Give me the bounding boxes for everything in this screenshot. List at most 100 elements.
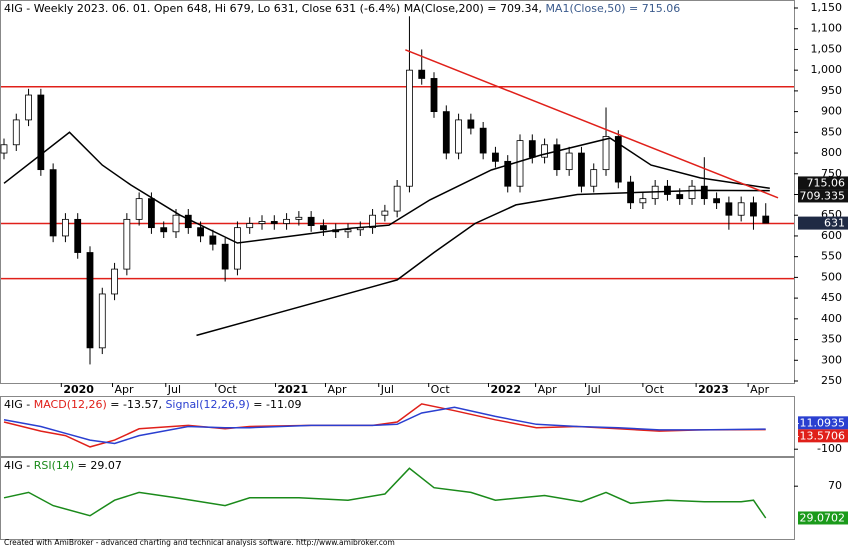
y-tick-label: 500	[821, 270, 842, 283]
candle-body	[553, 144, 561, 171]
y-tick-label: 600	[821, 229, 842, 242]
title-part: = -11.09	[250, 398, 302, 411]
candle-body	[74, 218, 82, 253]
candle-body	[234, 227, 241, 270]
candle-body	[369, 214, 376, 229]
y-tick-label: 400	[821, 312, 842, 325]
y-tick-label: 1,150	[811, 1, 843, 14]
candle-body	[221, 243, 229, 270]
candle-body	[565, 152, 573, 171]
series-line	[196, 189, 770, 337]
title-part: = 29.07	[74, 459, 122, 472]
candle-body	[676, 194, 684, 200]
y-tick-label: 450	[821, 291, 842, 304]
candle-body	[197, 227, 204, 237]
candle-body	[270, 221, 278, 224]
x-tick-label: Apr	[327, 383, 347, 396]
value-box-label: 715.06	[807, 176, 846, 189]
x-tick-label: Oct	[218, 383, 238, 396]
y-tick-label: 550	[821, 250, 842, 263]
title-part: MA(Close,200) = 709.34,	[404, 2, 546, 15]
candle-body	[737, 202, 745, 216]
candle-body	[614, 136, 622, 183]
candle-body	[172, 214, 180, 233]
value-box	[798, 216, 848, 230]
x-tick-label: Apr	[750, 383, 770, 396]
candle-body	[492, 152, 499, 162]
value-box-label: -11.0935	[796, 416, 845, 429]
candle-body	[209, 235, 217, 245]
y-tick-label: 300	[821, 353, 842, 366]
candle-body	[688, 185, 696, 200]
title-part: 4IG -	[4, 398, 34, 411]
series-line	[3, 467, 767, 519]
candle-body	[504, 160, 512, 187]
y-tick-label: 1,000	[811, 63, 843, 76]
footer: Created with AmiBroker - advanced charti…	[4, 538, 395, 547]
candle-body	[713, 198, 720, 204]
title-part: 4IG - Weekly 2023. 06. 01. Open 648, Hi …	[4, 2, 404, 15]
x-tick-label: Apr	[538, 383, 558, 396]
x-tick-label: Jul	[587, 383, 601, 396]
y-tick-label: 800	[821, 146, 842, 159]
y-tick-label: 250	[821, 374, 842, 387]
x-tick-label: 2020	[63, 383, 94, 396]
candle-body	[578, 152, 585, 187]
candle-body	[418, 69, 426, 79]
x-tick-label: Oct	[645, 383, 665, 396]
value-box	[798, 429, 848, 443]
candle-body	[664, 185, 671, 195]
candle-body	[406, 69, 413, 187]
rsi-panel	[0, 457, 795, 540]
title-part: 4IG -	[4, 459, 34, 472]
candle-body	[541, 144, 548, 158]
candle-body	[295, 216, 303, 220]
candle-body	[86, 252, 94, 349]
candle-body	[135, 198, 143, 220]
candle-body	[111, 268, 118, 295]
candle-body	[479, 127, 487, 154]
candle-body	[442, 111, 450, 154]
trend-line	[405, 49, 779, 199]
series-line	[3, 406, 766, 445]
candle-body	[12, 119, 20, 146]
price-title: 4IG - Weekly 2023. 06. 01. Open 648, Hi …	[4, 2, 680, 15]
value-box	[798, 176, 848, 190]
x-tick-label: Jul	[167, 383, 181, 396]
candle-body	[283, 218, 290, 224]
value-box-label: 29.0702	[800, 511, 846, 524]
candle-body	[725, 202, 733, 216]
candle-body	[393, 185, 401, 212]
candle-body	[246, 223, 254, 229]
y-tick-label: 850	[821, 125, 842, 138]
y-tick-label: 350	[821, 333, 842, 346]
candle-body	[98, 293, 106, 349]
candle-body	[184, 214, 192, 229]
title-part: = -13.57,	[107, 398, 166, 411]
macd-panel	[0, 396, 795, 457]
rsi-title: 4IG - RSI(14) = 29.07	[4, 459, 122, 472]
x-tick-label: 2021	[278, 383, 309, 396]
candle-body	[430, 78, 438, 113]
x-tick-label: 2022	[490, 383, 521, 396]
candle-body	[344, 229, 352, 233]
candle-body	[160, 227, 168, 233]
y-tick-label: 1,100	[811, 22, 843, 35]
candle-body	[258, 221, 266, 224]
title-part: Signal(12,26,9)	[165, 398, 249, 411]
candle-body	[381, 210, 389, 216]
candle-body	[455, 119, 462, 154]
candle-body	[37, 94, 45, 171]
price-panel	[0, 0, 795, 384]
title-part: MACD(12,26)	[34, 398, 107, 411]
x-tick-label: Apr	[115, 383, 135, 396]
x-tick-label: Oct	[431, 383, 451, 396]
macd-title: 4IG - MACD(12,26) = -13.57, Signal(12,26…	[4, 398, 301, 411]
series-line	[3, 131, 770, 244]
y-tick-label: 950	[821, 84, 842, 97]
candle-body	[307, 216, 315, 226]
candle-body	[320, 225, 327, 231]
candle-body	[750, 202, 757, 217]
